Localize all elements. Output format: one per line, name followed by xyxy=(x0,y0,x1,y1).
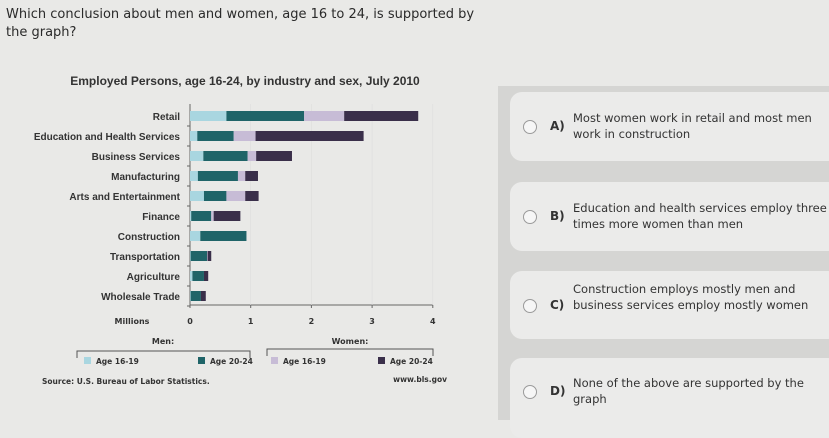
option-d-text: None of the above are supported by the g… xyxy=(573,376,804,406)
radio-d[interactable] xyxy=(523,385,537,399)
bar-men-age-16-19 xyxy=(190,111,227,121)
option-c[interactable]: C) Construction employs mostly men and b… xyxy=(510,271,829,339)
option-d[interactable]: D) None of the above are supported by th… xyxy=(510,358,829,438)
legend-swatch xyxy=(271,357,278,364)
bar-men-age-16-19 xyxy=(190,231,201,241)
bar-women-age-20-24 xyxy=(256,151,292,161)
bar-men-age-20-24 xyxy=(191,211,212,221)
category-label: Transportation xyxy=(110,252,180,263)
legend-label: Age 16-19 xyxy=(283,357,326,366)
option-a[interactable]: A) Most women work in retail and most me… xyxy=(510,92,829,161)
bar-chart: Employed Persons, age 16-24, by industry… xyxy=(34,74,447,386)
category-label: Agriculture xyxy=(127,272,181,283)
bar-women-age-16-19 xyxy=(237,171,246,181)
question-text: Which conclusion about men and women, ag… xyxy=(6,7,475,40)
option-b-text: Education and health services employ thr… xyxy=(573,201,827,231)
bar-women-age-20-24 xyxy=(245,171,258,181)
radio-b[interactable] xyxy=(523,210,537,224)
bar-men-age-20-24 xyxy=(190,251,207,261)
bar-women-age-16-19 xyxy=(304,111,345,121)
bar-men-age-20-24 xyxy=(192,271,204,281)
bar-men-age-20-24 xyxy=(200,231,247,241)
bar-men-age-20-24 xyxy=(203,151,248,161)
bar-women-age-16-19 xyxy=(206,251,208,261)
bar-men-age-20-24 xyxy=(190,291,201,301)
source-note: Source: U.S. Bureau of Labor Statistics. xyxy=(42,377,210,386)
bar-men-age-16-19 xyxy=(190,151,204,161)
x-tick-label: 0 xyxy=(187,317,193,326)
bar-men-age-16-19 xyxy=(190,171,198,181)
category-label: Arts and Entertainment xyxy=(69,192,180,203)
x-tick-label: 1 xyxy=(248,317,254,326)
bar-men-age-20-24 xyxy=(197,131,234,141)
category-label: Manufacturing xyxy=(111,172,180,183)
bar-men-age-20-24 xyxy=(197,171,238,181)
category-label: Finance xyxy=(142,212,180,223)
legend-swatch xyxy=(378,357,385,364)
bar-men-age-16-19 xyxy=(190,131,198,141)
bar-women-age-16-19 xyxy=(233,131,256,141)
legend-bracket-women xyxy=(266,348,434,356)
bar-men-age-16-19 xyxy=(190,271,193,281)
x-tick-label: 3 xyxy=(369,317,375,326)
category-label: Construction xyxy=(118,232,180,243)
x-axis-label: Millions xyxy=(115,317,150,326)
legend-label: Age 20-24 xyxy=(390,357,433,366)
source-url: www.bls.gov xyxy=(393,375,447,384)
bar-women-age-20-24 xyxy=(213,211,241,221)
x-tick-label: 2 xyxy=(309,317,315,326)
bar-men-age-16-19 xyxy=(190,251,191,261)
option-a-letter: A) xyxy=(550,119,565,133)
legend-group-men: Men: xyxy=(152,337,174,346)
bar-women-age-20-24 xyxy=(245,191,259,201)
bar-men-age-16-19 xyxy=(190,291,191,301)
bar-men-age-16-19 xyxy=(190,211,192,221)
legend-bracket-men xyxy=(76,350,251,358)
category-label: Business Services xyxy=(92,152,181,163)
bar-men-age-20-24 xyxy=(226,111,305,121)
bar-women-age-16-19 xyxy=(226,191,246,201)
chart-title: Employed Persons, age 16-24, by industry… xyxy=(70,74,420,88)
option-d-letter: D) xyxy=(550,384,566,398)
bar-men-age-20-24 xyxy=(203,191,227,201)
bar-women-age-20-24 xyxy=(344,111,419,121)
bar-women-age-16-19 xyxy=(211,211,214,221)
bar-women-age-20-24 xyxy=(255,131,364,141)
option-b-letter: B) xyxy=(550,209,565,223)
bar-women-age-20-24 xyxy=(200,291,206,301)
bar-women-age-16-19 xyxy=(247,151,257,161)
bar-men-age-16-19 xyxy=(190,191,204,201)
legend-label: Age 20-24 xyxy=(210,357,253,366)
legend-group-women: Women: xyxy=(332,337,369,346)
x-tick-label: 4 xyxy=(430,317,436,326)
legend-swatch xyxy=(84,357,91,364)
option-c-text: Construction employs mostly men and busi… xyxy=(573,282,809,312)
option-b[interactable]: B) Education and health services employ … xyxy=(510,182,829,251)
bar-women-age-20-24 xyxy=(207,251,212,261)
radio-a[interactable] xyxy=(523,120,537,134)
radio-c[interactable] xyxy=(523,299,537,313)
category-label: Wholesale Trade xyxy=(101,292,180,303)
category-label: Education and Health Services xyxy=(34,132,181,143)
bar-women-age-20-24 xyxy=(203,271,209,281)
option-c-letter: C) xyxy=(550,298,565,312)
legend-swatch xyxy=(198,357,205,364)
legend-label: Age 16-19 xyxy=(96,357,139,366)
category-label: Retail xyxy=(153,112,180,123)
option-a-text: Most women work in retail and most men w… xyxy=(573,111,812,141)
